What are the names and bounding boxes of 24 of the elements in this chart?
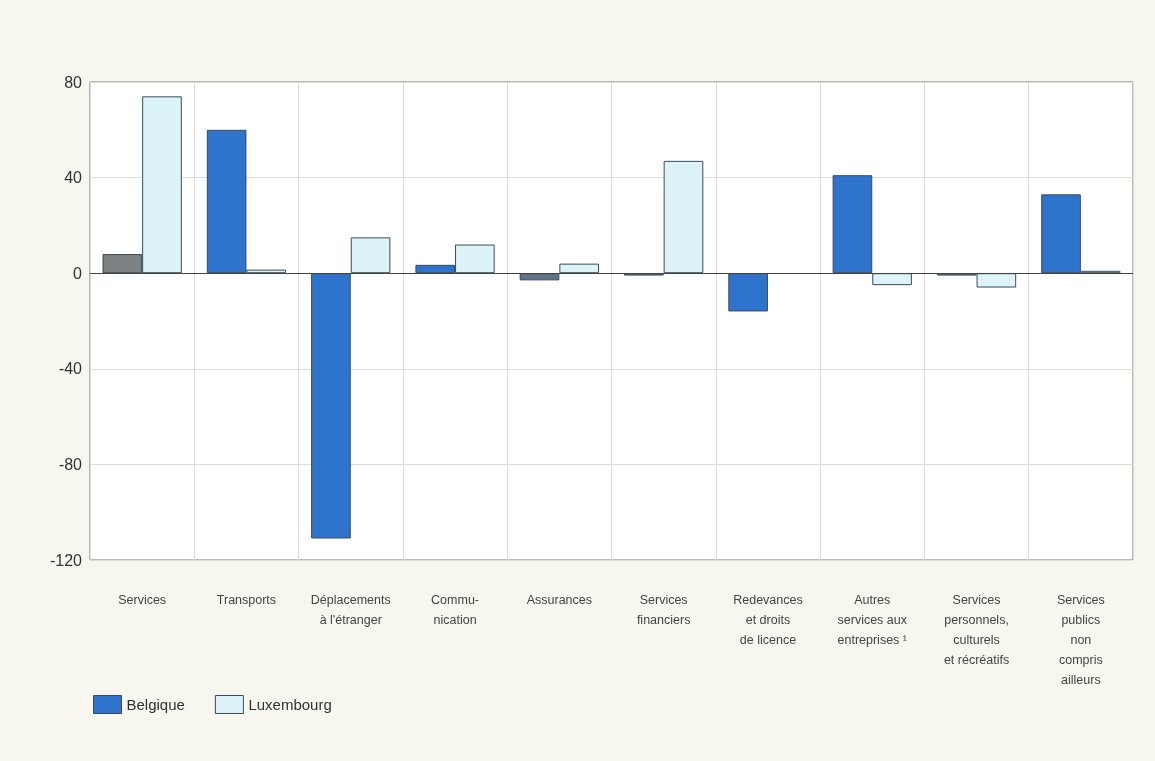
bar — [350, 237, 391, 274]
y-tick-label: 40 — [64, 169, 83, 187]
legend-label: Luxembourg — [248, 696, 332, 713]
y-tick-label: -40 — [58, 360, 83, 378]
bar — [663, 160, 704, 274]
y-tick-label: 80 — [64, 73, 83, 91]
x-tick-label: Redevances et droits de licence — [733, 593, 803, 647]
x-tick-label: Transports — [216, 593, 277, 607]
x-tick-label: Autres services aux entreprises ¹ — [837, 593, 908, 647]
x-tick-label: Déplacements à l'étranger — [310, 593, 391, 627]
y-tick-label: -120 — [49, 551, 83, 569]
x-tick-label: Services financiers — [636, 593, 691, 627]
y-tick-label: -80 — [58, 455, 83, 473]
x-tick-label: Services personnels, culturels et récréatifs — [943, 593, 1010, 667]
bar — [832, 175, 873, 274]
x-tick-label: Services publics non compris ailleurs — [1056, 593, 1105, 687]
x-tick-label: Services — [118, 593, 167, 607]
bar — [311, 273, 351, 539]
x-tick-label: Assurances — [526, 593, 593, 607]
x-tick-label: Commu- nication — [431, 593, 480, 627]
bar — [728, 273, 768, 312]
bar — [872, 273, 912, 286]
y-tick-label: 0 — [73, 264, 83, 282]
legend-label: Belgique — [126, 696, 185, 713]
